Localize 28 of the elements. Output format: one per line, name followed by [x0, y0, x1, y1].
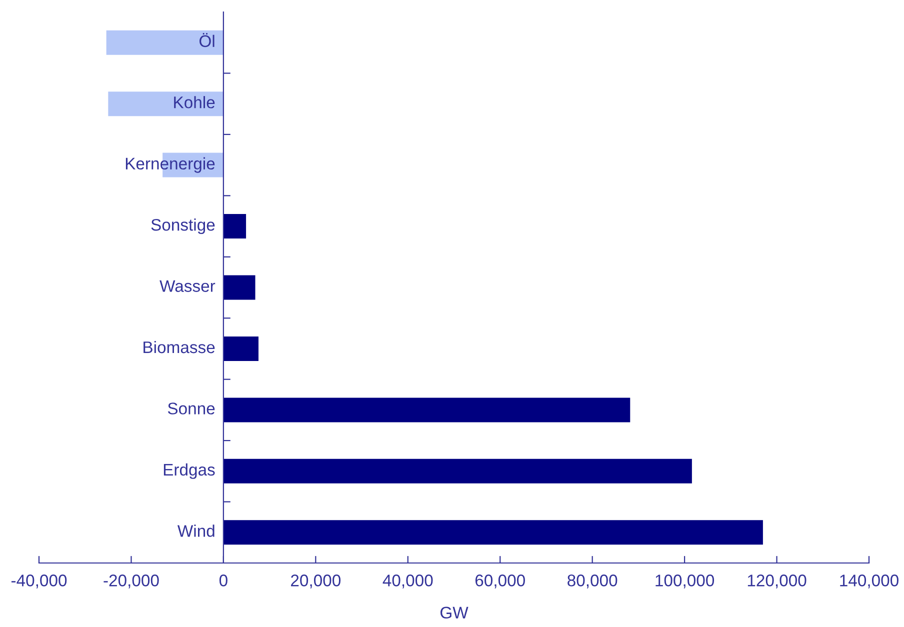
bar: [223, 275, 256, 300]
y-tick-label: Sonstige: [151, 218, 215, 234]
x-tick-label: 140,000: [840, 574, 898, 588]
x-tick-label: 80,000: [568, 574, 618, 588]
bar: [106, 30, 224, 55]
x-tick-label: 20,000: [291, 574, 341, 588]
y-tick-label: Kohle: [174, 96, 215, 108]
bar: [223, 520, 763, 545]
bar: [223, 336, 258, 361]
bar: [108, 92, 224, 116]
x-tick-label: 120,000: [748, 574, 806, 588]
bar: [223, 398, 630, 422]
y-tick-label: Biomasse: [144, 340, 215, 354]
y-tick-label: Wasser: [160, 280, 216, 292]
x-tick-label: 0: [219, 574, 228, 586]
bar: [223, 214, 246, 239]
bar: [223, 458, 692, 484]
x-tick-label: -40,000: [11, 574, 67, 588]
y-tick-label: Kernenergie: [126, 157, 215, 173]
x-tick-label: 60,000: [475, 574, 525, 588]
y-tick-label: Öl: [199, 32, 214, 48]
x-tick-label: 100,000: [656, 574, 714, 588]
y-tick-label: Wind: [177, 524, 214, 537]
x-tick-label: -20,000: [104, 574, 159, 588]
y-tick-label: Erdgas: [164, 463, 215, 479]
x-axis-title: GW: [440, 606, 468, 619]
x-tick-label: 40,000: [382, 574, 433, 588]
y-tick-label: Sonne: [168, 402, 215, 414]
